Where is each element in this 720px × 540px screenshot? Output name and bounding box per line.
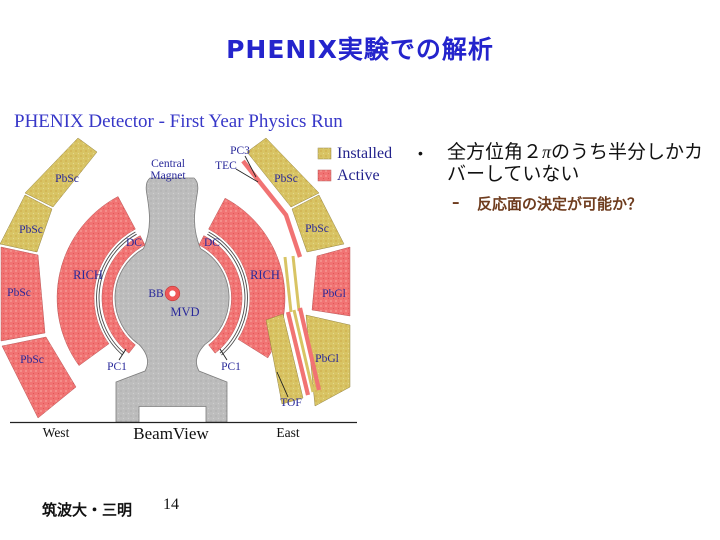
bullet-text-line2: バーしていない bbox=[447, 162, 580, 185]
dc-label-east: DC bbox=[204, 237, 220, 249]
tof-strip-b bbox=[297, 307, 322, 391]
bullet-item: • 全方位角２πのうち半分しかカ バーしていない bbox=[418, 141, 720, 185]
pbsc-label-east-2: PbSc bbox=[305, 223, 329, 235]
beamview-axis-label: BeamView bbox=[133, 424, 209, 443]
dc-label-west: DC bbox=[126, 237, 142, 249]
pbsc-west-sector-3 bbox=[0, 246, 46, 342]
tof-pointer-line bbox=[276, 371, 289, 398]
tec-strip bbox=[241, 159, 303, 258]
sub-bullet-text: 反応面の決定が可能か？ bbox=[477, 195, 643, 213]
pbsc-east-sector-2 bbox=[291, 194, 345, 253]
bullet-block: • 全方位角２πのうち半分しかカ バーしていない – 反応面の決定が可能か？ bbox=[418, 141, 720, 214]
pbgl-label-east-installed: PbGl bbox=[315, 353, 339, 365]
pc1-label-east: PC1 bbox=[221, 361, 241, 373]
tec-pointer-line bbox=[235, 168, 259, 183]
page-number: 14 bbox=[163, 496, 179, 513]
east-axis-label: East bbox=[276, 425, 299, 440]
pc3-lower-panel bbox=[265, 313, 304, 405]
pc3-pointer-line bbox=[244, 155, 257, 178]
legend-active-swatch bbox=[317, 169, 332, 182]
rich-west-sector bbox=[56, 196, 136, 366]
legend-installed-swatch bbox=[317, 147, 332, 160]
pbsc-label-east-1: PbSc bbox=[274, 173, 298, 185]
pbsc-east-sector-1 bbox=[246, 137, 320, 208]
slide-title: PHENIX実験での解析 bbox=[226, 35, 494, 64]
legend-active-label: Active bbox=[337, 167, 380, 184]
pc1-arc-east-inner bbox=[207, 233, 246, 354]
rich-label-east: RICH bbox=[250, 268, 280, 282]
affiliation-footer: 筑波大・三明 bbox=[42, 501, 133, 519]
pc2-strip-a bbox=[283, 256, 293, 313]
legend-installed-label: Installed bbox=[337, 145, 392, 162]
drift-chamber-west bbox=[101, 235, 146, 354]
rich-label-west: RICH bbox=[73, 268, 103, 282]
bullet-text: 全方位角２πのうち半分しかカ バーしていない bbox=[447, 141, 704, 185]
rich-east-sector bbox=[208, 197, 286, 359]
pbgl-label-east-active: PbGl bbox=[322, 288, 346, 300]
pbsc-label-west-1: PbSc bbox=[55, 173, 79, 185]
tof-panel-middle bbox=[292, 309, 315, 393]
bb-counter-center bbox=[169, 290, 176, 297]
pbsc-west-sector-4 bbox=[1, 336, 77, 419]
pc1-arc-east-outer bbox=[208, 231, 248, 356]
pbsc-west-sector-2 bbox=[0, 194, 53, 253]
tec-label: TEC bbox=[215, 160, 237, 172]
pc1-west-pointer-line bbox=[118, 348, 127, 361]
west-axis-label: West bbox=[43, 425, 70, 440]
pc1-label-west: PC1 bbox=[107, 361, 127, 373]
diagram-title: PHENIX Detector - First Year Physics Run bbox=[14, 111, 343, 132]
central-magnet-label-line2: Magnet bbox=[150, 170, 186, 182]
drift-chamber-east bbox=[198, 235, 243, 354]
pbsc-label-west-2: PbSc bbox=[19, 224, 43, 236]
bb-label: BB bbox=[148, 288, 164, 300]
pbsc-west-sector-1 bbox=[24, 137, 98, 208]
tof-strip-a bbox=[285, 311, 311, 396]
central-magnet-label-line1: Central bbox=[151, 158, 185, 170]
tof-label: TOF bbox=[280, 397, 302, 409]
pbsc-label-west-3: PbSc bbox=[7, 287, 31, 299]
mvd-label: MVD bbox=[170, 305, 199, 319]
pc2-strip-b bbox=[291, 255, 301, 312]
sub-bullet-item: – 反応面の決定が可能か？ bbox=[418, 193, 720, 214]
bullet-text-post: のうち半分しかカ bbox=[551, 141, 704, 163]
bullet-marker: • bbox=[418, 145, 423, 161]
phenix-detector-diagram: PHENIX Detector - First Year Physics Run… bbox=[0, 111, 392, 443]
pc1-arc-west-outer bbox=[96, 231, 136, 356]
pbsc-label-west-4: PbSc bbox=[20, 354, 44, 366]
sub-bullet-dash: – bbox=[452, 193, 460, 211]
pi-symbol: π bbox=[542, 142, 552, 162]
pc3-label: PC3 bbox=[230, 145, 250, 157]
pbgl-east-sector-active bbox=[311, 246, 351, 317]
pc1-arc-west-inner bbox=[98, 233, 137, 354]
pc1-east-pointer-line bbox=[219, 348, 228, 361]
bullet-text-pre: 全方位角２ bbox=[447, 141, 543, 163]
